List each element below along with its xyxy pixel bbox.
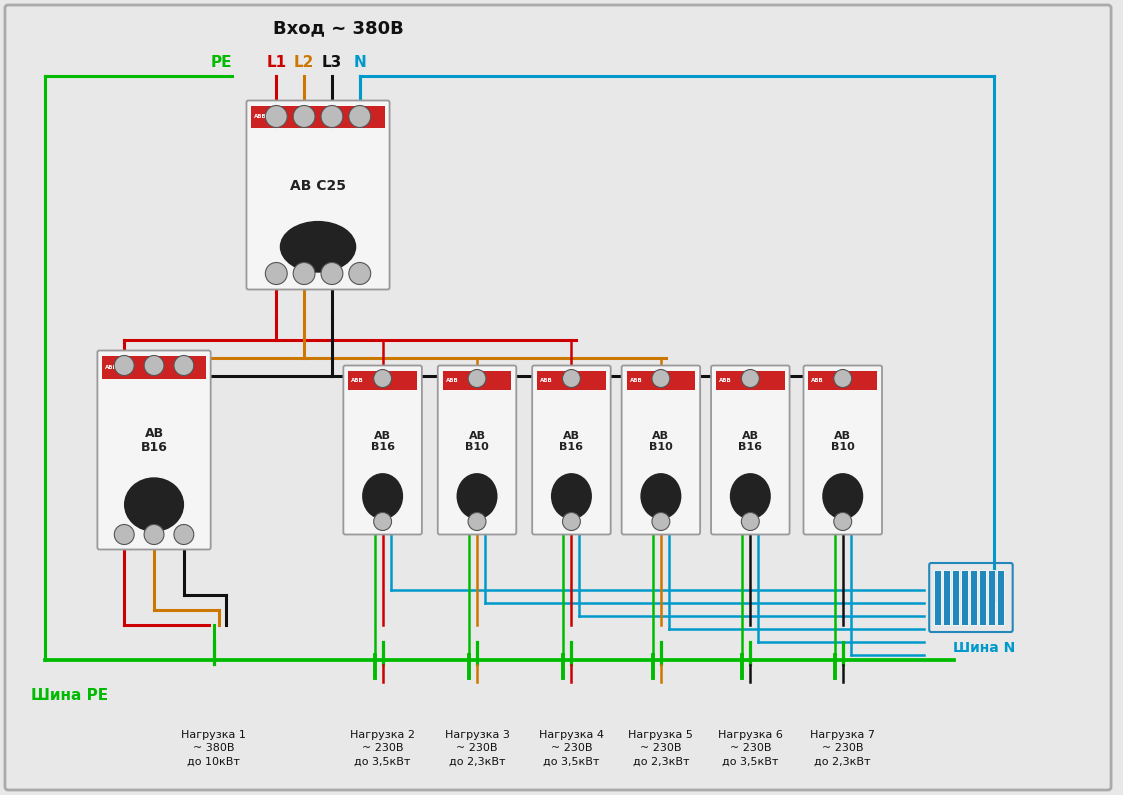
Bar (943, 570, 950, 625)
Text: AB
B16: AB B16 (738, 432, 763, 452)
Circle shape (144, 355, 164, 375)
Text: Нагрузка 2
~ 230В
до 3,5кВт: Нагрузка 2 ~ 230В до 3,5кВт (350, 730, 416, 766)
Text: AB
B10: AB B10 (465, 432, 489, 452)
Circle shape (833, 370, 851, 387)
Text: AB
B10: AB B10 (831, 432, 855, 452)
Bar (961, 570, 968, 625)
Text: Вход ~ 380В: Вход ~ 380В (273, 19, 403, 37)
Bar (988, 570, 995, 625)
Ellipse shape (551, 473, 592, 519)
Text: Нагрузка 1
~ 380В
до 10кВт: Нагрузка 1 ~ 380В до 10кВт (181, 730, 246, 766)
FancyBboxPatch shape (711, 366, 789, 534)
Ellipse shape (730, 473, 770, 519)
Text: ABB: ABB (446, 378, 458, 383)
Text: ABB: ABB (812, 378, 824, 383)
Circle shape (265, 106, 287, 127)
Ellipse shape (362, 473, 403, 519)
Ellipse shape (124, 477, 184, 532)
Text: ABB: ABB (630, 378, 642, 383)
FancyBboxPatch shape (246, 100, 390, 289)
Circle shape (349, 262, 371, 285)
Circle shape (115, 355, 134, 375)
Circle shape (144, 525, 164, 545)
Circle shape (741, 513, 759, 530)
Bar (979, 570, 986, 625)
Ellipse shape (280, 221, 356, 273)
FancyBboxPatch shape (438, 366, 517, 534)
Bar (970, 570, 977, 625)
Text: L2: L2 (294, 55, 314, 69)
Text: ABB: ABB (106, 365, 118, 370)
Circle shape (174, 355, 194, 375)
Bar (952, 570, 959, 625)
FancyBboxPatch shape (622, 366, 700, 534)
Bar (252, 106, 384, 128)
Circle shape (265, 262, 287, 285)
Text: AB
B10: AB B10 (649, 432, 673, 452)
FancyBboxPatch shape (344, 366, 422, 534)
Ellipse shape (457, 473, 497, 519)
FancyBboxPatch shape (532, 366, 611, 534)
Text: ABB: ABB (255, 114, 267, 119)
Circle shape (321, 106, 343, 127)
Text: Нагрузка 3
~ 230В
до 2,3кВт: Нагрузка 3 ~ 230В до 2,3кВт (445, 730, 510, 766)
Ellipse shape (640, 473, 682, 519)
Text: AB
B16: AB B16 (559, 432, 584, 452)
Bar (348, 370, 417, 390)
Text: ABB: ABB (719, 378, 732, 383)
Circle shape (468, 370, 486, 387)
Bar (809, 370, 877, 390)
Circle shape (741, 370, 759, 387)
Bar (442, 370, 511, 390)
Text: AB
B16: AB B16 (371, 432, 394, 452)
Circle shape (652, 370, 669, 387)
Bar (997, 570, 1004, 625)
Bar (102, 355, 206, 379)
Circle shape (468, 513, 486, 530)
Text: L3: L3 (322, 55, 343, 69)
Bar (537, 370, 605, 390)
Bar (627, 370, 695, 390)
Text: AB
B16: AB B16 (140, 427, 167, 454)
Circle shape (174, 525, 194, 545)
Text: PE: PE (211, 55, 232, 69)
Circle shape (374, 370, 392, 387)
Bar (934, 570, 941, 625)
FancyBboxPatch shape (803, 366, 882, 534)
Text: Шина N: Шина N (952, 641, 1015, 655)
Text: Нагрузка 6
~ 230В
до 3,5кВт: Нагрузка 6 ~ 230В до 3,5кВт (718, 730, 783, 766)
FancyBboxPatch shape (98, 351, 211, 549)
Text: Шина PE: Шина PE (31, 688, 108, 703)
Text: AB C25: AB C25 (290, 179, 346, 192)
Text: L1: L1 (266, 55, 286, 69)
Text: Нагрузка 5
~ 230В
до 2,3кВт: Нагрузка 5 ~ 230В до 2,3кВт (629, 730, 693, 766)
Text: Нагрузка 7
~ 230В
до 2,3кВт: Нагрузка 7 ~ 230В до 2,3кВт (811, 730, 875, 766)
Ellipse shape (822, 473, 864, 519)
Text: N: N (354, 55, 366, 69)
Circle shape (563, 370, 581, 387)
Circle shape (321, 262, 343, 285)
Circle shape (833, 513, 851, 530)
Circle shape (374, 513, 392, 530)
Text: ABB: ABB (540, 378, 553, 383)
Circle shape (293, 262, 316, 285)
Bar (716, 370, 785, 390)
Circle shape (349, 106, 371, 127)
Circle shape (563, 513, 581, 530)
Text: ABB: ABB (351, 378, 364, 383)
Circle shape (115, 525, 134, 545)
Circle shape (652, 513, 669, 530)
Text: Нагрузка 4
~ 230В
до 3,5кВт: Нагрузка 4 ~ 230В до 3,5кВт (539, 730, 604, 766)
Circle shape (293, 106, 316, 127)
